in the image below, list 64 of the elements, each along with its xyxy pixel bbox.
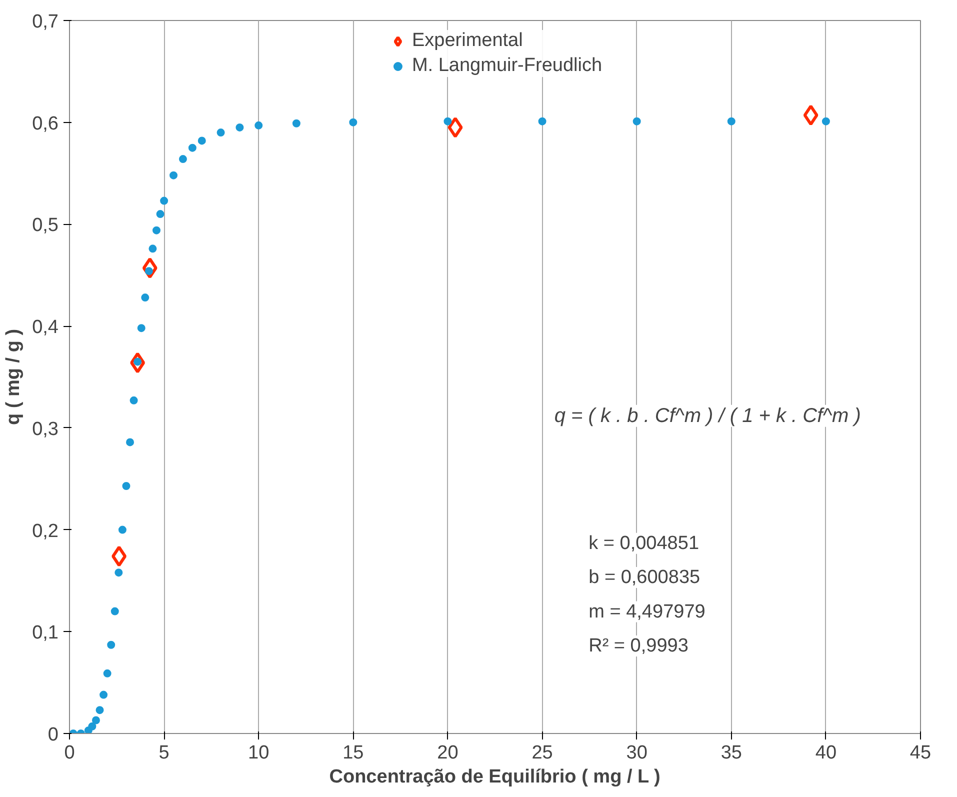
point (444, 117, 452, 126)
point (92, 716, 100, 724)
y-tick-label: 0,1 (32, 622, 59, 644)
x-tick-label: 0 (64, 742, 75, 764)
annotation: q = ( k . b . Cf^m ) / ( 1 + k . Cf^m ) (554, 404, 861, 427)
point (160, 196, 168, 205)
point (142, 258, 158, 279)
y-tick-label: 0,3 (32, 418, 59, 440)
y-tick-label: 0,6 (32, 113, 59, 134)
point (110, 607, 119, 616)
y-tick-label: 0,2 (32, 520, 59, 542)
point (188, 144, 196, 152)
point (632, 117, 641, 126)
point (236, 123, 244, 132)
point (126, 438, 134, 446)
x-tick-label: 20 (437, 742, 458, 764)
y-tick-label: 0,4 (32, 317, 59, 338)
y-tick-label: 0 (48, 724, 59, 746)
point (137, 324, 146, 332)
point (349, 118, 358, 126)
point (88, 722, 96, 730)
point (292, 119, 300, 128)
point (822, 117, 830, 126)
point (130, 352, 146, 374)
annotation: R² = 0,9993 (588, 635, 688, 656)
annotation: k = 0,004851 (588, 532, 700, 554)
point (141, 294, 150, 302)
point (118, 526, 126, 534)
point (803, 104, 818, 126)
annotation: m = 4,497979 (588, 601, 706, 622)
point (198, 136, 206, 145)
point (254, 121, 263, 130)
y-axis-title: q ( mg / g ) (3, 328, 24, 426)
x-tick-label: 25 (532, 742, 553, 764)
x-tick-label: 5 (158, 742, 170, 764)
legend-label: Experimental (412, 30, 523, 52)
point (107, 640, 116, 649)
point (96, 706, 104, 714)
x-tick-label: 15 (342, 742, 364, 764)
point (148, 244, 157, 253)
x-tick-label: 10 (248, 742, 270, 764)
x-tick-label: 35 (720, 742, 742, 764)
y-tick-label: 0,7 (32, 12, 59, 32)
point (156, 210, 164, 218)
x-tick-label: 30 (626, 742, 648, 764)
point (170, 171, 178, 180)
point (538, 117, 546, 126)
point (103, 669, 112, 678)
point (216, 128, 225, 137)
point (152, 226, 160, 234)
point (114, 568, 123, 577)
x-tick-label: 45 (910, 742, 932, 764)
point (122, 482, 130, 490)
point (100, 690, 108, 699)
x-axis-title: Concentração de Equilíbrio ( mg / L ) (329, 766, 660, 788)
annotation: b = 0,600835 (588, 567, 700, 588)
legend-label: M. Langmuir-Freudlich (412, 55, 602, 77)
point (112, 546, 127, 567)
y-tick-label: 0,5 (32, 215, 59, 236)
x-tick-label: 40 (815, 742, 837, 764)
point (178, 155, 187, 164)
point (727, 117, 736, 126)
point (130, 396, 138, 404)
point (448, 116, 463, 138)
